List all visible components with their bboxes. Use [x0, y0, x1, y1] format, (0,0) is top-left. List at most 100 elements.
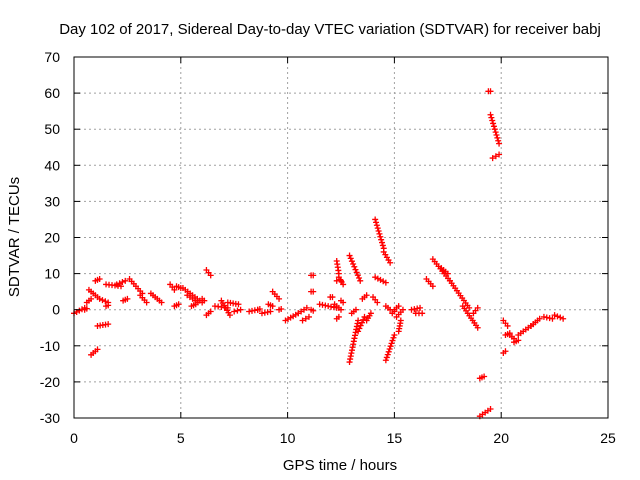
data-point [487, 405, 494, 412]
data-point [122, 277, 129, 284]
data-point [358, 319, 365, 326]
data-point [560, 315, 567, 322]
data-point [385, 348, 392, 355]
tick-labels: 0 5 10 15 20 25 -30 -20 -10 0 10 20 30 40 50 60 70 [40, 49, 616, 446]
x-tick-label: 20 [493, 430, 509, 446]
data-point [299, 317, 306, 324]
data-point [99, 297, 106, 304]
data-point [353, 269, 360, 276]
data-point [175, 301, 182, 308]
data-point [386, 346, 393, 353]
data-point [387, 343, 394, 350]
data-point [389, 337, 396, 344]
data-point [382, 279, 389, 286]
data-point [347, 255, 354, 262]
x-tick-label: 15 [387, 430, 403, 446]
data-point [474, 324, 481, 331]
data-point [340, 281, 347, 288]
data-point [515, 337, 522, 344]
data-point [231, 308, 238, 315]
data-point [356, 325, 363, 332]
data-point [382, 357, 389, 364]
x-tick-label: 5 [177, 430, 185, 446]
data-point [354, 272, 361, 279]
data-point [158, 299, 165, 306]
data-point [360, 316, 367, 323]
data-point [234, 307, 241, 314]
data-point [350, 260, 357, 267]
data-point [395, 303, 402, 310]
chart-title: Day 102 of 2017, Sidereal Day-to-day VTE… [59, 21, 601, 38]
data-point [113, 281, 120, 288]
data-point [335, 313, 342, 320]
data-point [494, 134, 501, 141]
data-point [474, 304, 481, 311]
data-point [357, 322, 364, 329]
y-axis-label: SDTVAR / TECUs [6, 177, 23, 297]
data-point [237, 306, 244, 313]
data-point [377, 233, 384, 240]
data-point [96, 276, 103, 283]
data-point [387, 259, 394, 266]
data-point [373, 219, 380, 226]
data-point [481, 373, 488, 380]
y-tick-label: -10 [40, 338, 60, 354]
data-point [388, 340, 395, 347]
data-point [352, 266, 359, 273]
y-tick-label: 70 [44, 49, 60, 65]
data-point [383, 354, 390, 361]
y-tick-label: 60 [44, 85, 60, 101]
data-point [429, 283, 436, 290]
data-point [278, 305, 285, 312]
y-tick-label: -30 [40, 410, 60, 426]
data-point [171, 286, 178, 293]
data-point [119, 279, 126, 286]
data-point [375, 228, 382, 235]
data-point [355, 317, 362, 324]
data-point [488, 114, 495, 121]
grid-lines [74, 57, 608, 418]
data-point [348, 258, 355, 265]
x-tick-label: 10 [280, 430, 296, 446]
y-tick-label: 50 [44, 121, 60, 137]
data-point [340, 299, 347, 306]
data-point [338, 277, 344, 284]
data-point [102, 298, 109, 305]
data-point [83, 305, 90, 312]
data-point [551, 312, 558, 319]
data-point [373, 222, 380, 229]
data-point [351, 263, 358, 270]
data-point [374, 299, 381, 306]
data-point [305, 313, 312, 320]
data-point [116, 280, 123, 287]
data-point [504, 322, 511, 329]
data-point [489, 117, 496, 124]
data-point [105, 321, 112, 328]
data-point [256, 305, 263, 312]
data-point [557, 314, 564, 321]
data-point [379, 242, 386, 249]
y-tick-label: 0 [52, 302, 60, 318]
data-point [379, 239, 386, 246]
data-point [490, 120, 497, 127]
data-point [502, 348, 509, 355]
data-point [372, 216, 379, 223]
data-point [554, 313, 561, 320]
data-point [487, 88, 494, 95]
x-tick-label: 25 [600, 430, 616, 446]
data-point [201, 297, 208, 304]
data-point [376, 230, 383, 237]
data-point [495, 137, 502, 144]
data-point [207, 272, 214, 279]
data-point [361, 313, 368, 320]
data-point [192, 301, 199, 308]
data-point [310, 272, 317, 279]
data-point [496, 140, 503, 147]
data-point [399, 306, 406, 313]
data-point [355, 328, 362, 335]
data-point [117, 283, 124, 290]
data-point [357, 277, 364, 284]
data-point [94, 346, 101, 353]
data-point [105, 302, 112, 309]
data-points [71, 88, 567, 420]
